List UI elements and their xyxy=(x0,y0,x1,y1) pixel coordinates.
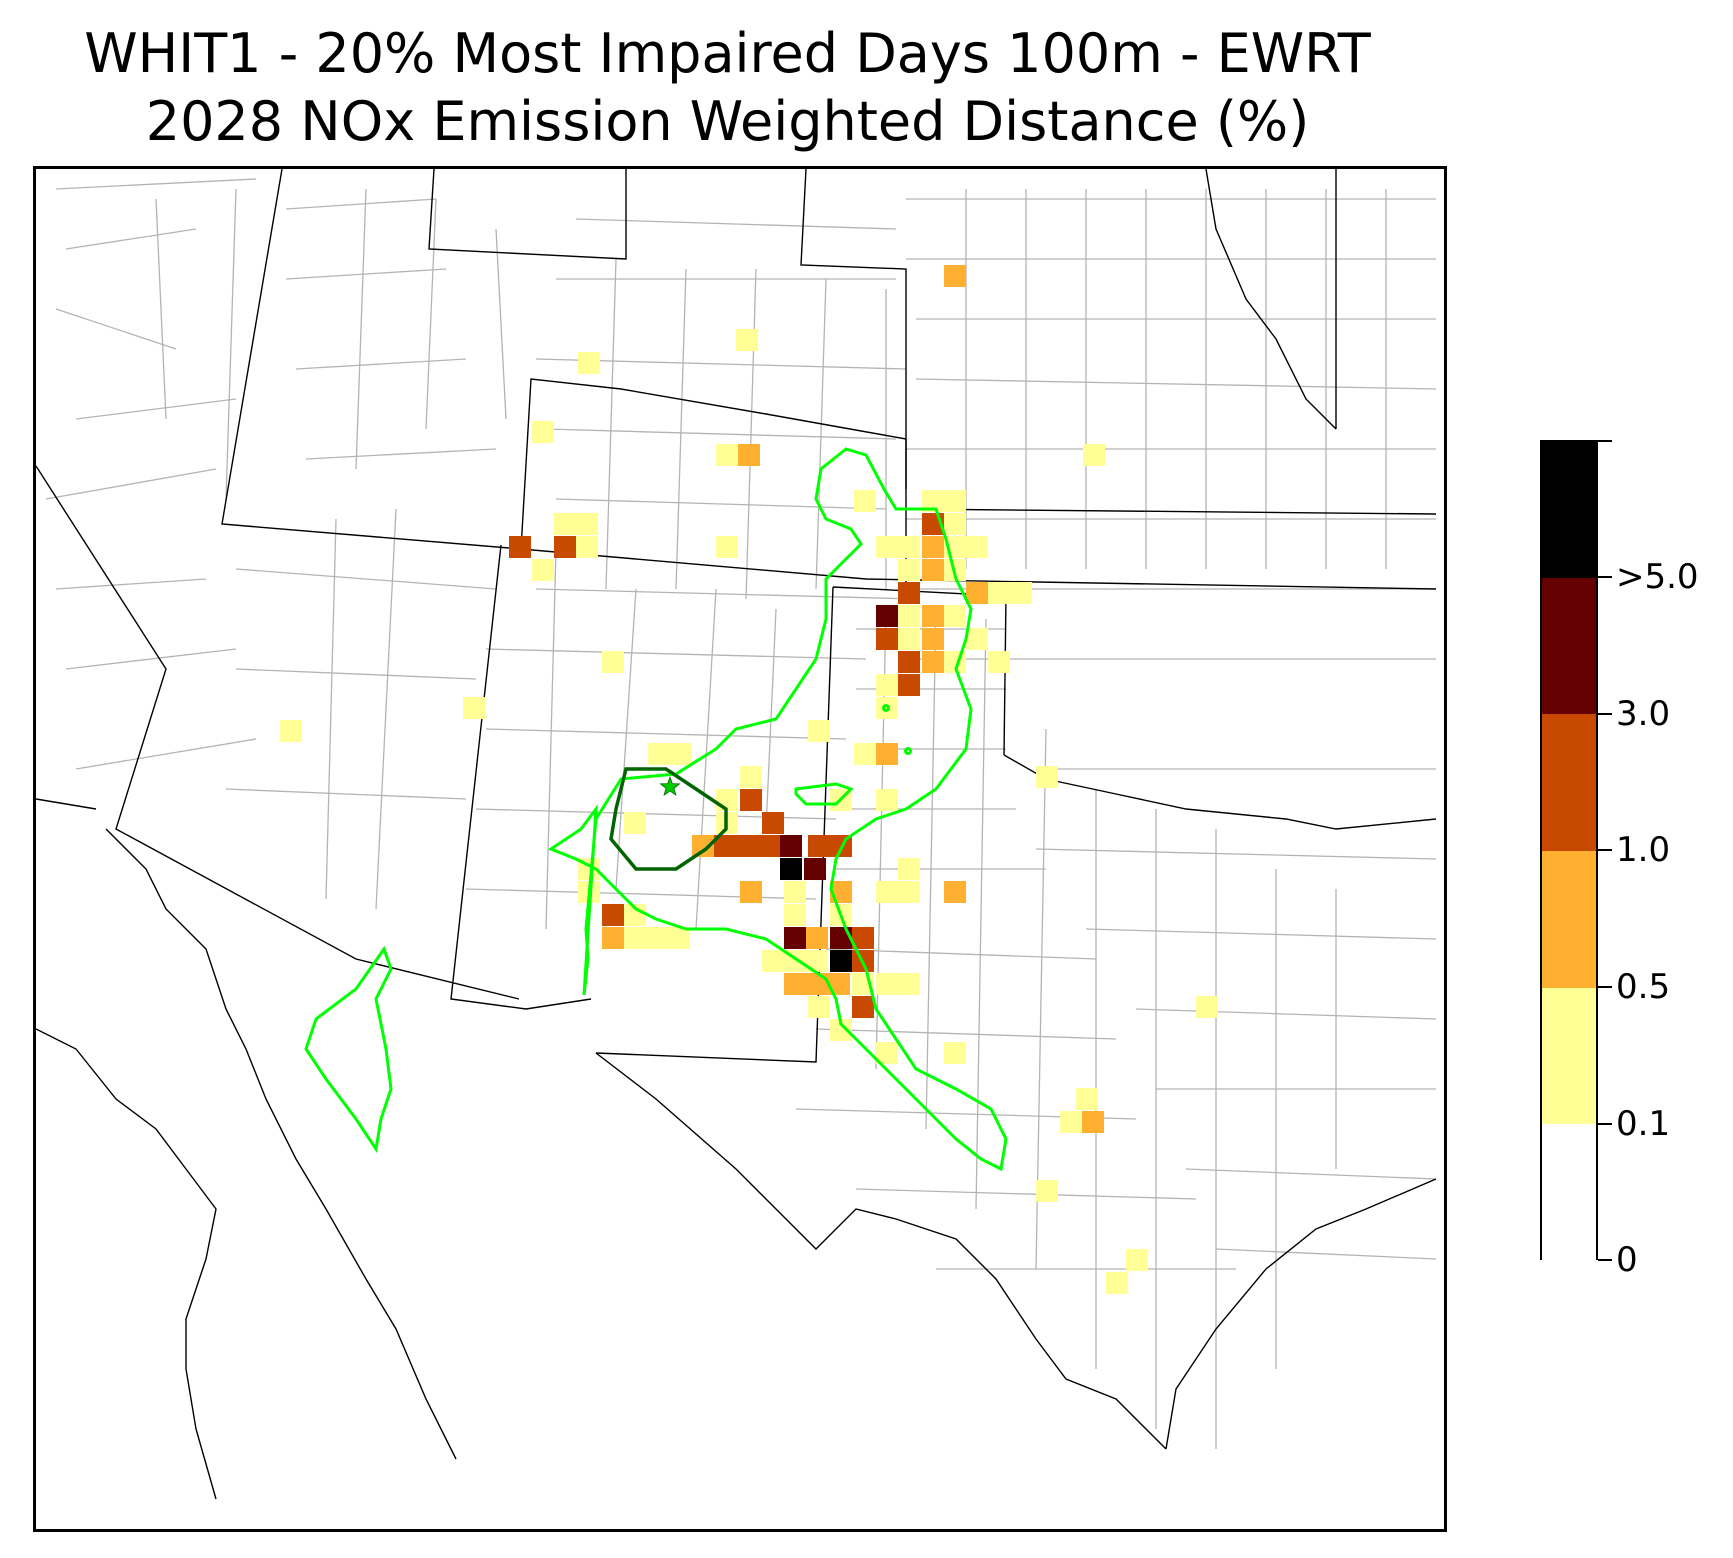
colorbar-tick xyxy=(1598,713,1612,715)
colorbar-tick xyxy=(1598,849,1612,851)
colorbar-segment-5 xyxy=(1542,442,1596,578)
colorbar-segment-3 xyxy=(1542,714,1596,851)
map-title-line1: WHIT1 - 20% Most Impaired Days 100m - EW… xyxy=(84,22,1371,85)
colorbar xyxy=(1540,440,1598,1260)
colorbar-segment-1 xyxy=(1542,988,1596,1124)
colorbar-tick xyxy=(1598,440,1612,442)
inner-contour-line xyxy=(609,767,728,871)
colorbar-tick xyxy=(1598,1123,1612,1125)
colorbar-tick xyxy=(1598,986,1612,988)
colorbar-tick xyxy=(1598,1259,1612,1261)
emission-cells xyxy=(280,265,1218,1294)
map-panel xyxy=(33,166,1447,1532)
star-icon xyxy=(659,775,681,797)
colorbar-segment-2 xyxy=(1542,851,1596,988)
colorbar-segment-4 xyxy=(1542,578,1596,714)
colorbar-label-4: 3.0 xyxy=(1616,694,1671,734)
colorbar-label-1: 0.1 xyxy=(1616,1104,1671,1144)
colorbar-segment-0 xyxy=(1542,1124,1596,1260)
map-canvas xyxy=(36,169,1437,1500)
county-boundaries xyxy=(45,178,1437,1449)
outer-contour-lines xyxy=(304,447,1008,1172)
colorbar-label-0: 0 xyxy=(1616,1240,1638,1280)
colorbar-label-2: 0.5 xyxy=(1616,967,1671,1007)
colorbar-tick xyxy=(1598,576,1612,578)
map-title-line2: 2028 NOx Emission Weighted Distance (%) xyxy=(145,90,1310,153)
colorbar-label-3: 1.0 xyxy=(1616,830,1671,870)
colorbar-label-5: >5.0 xyxy=(1616,557,1699,597)
